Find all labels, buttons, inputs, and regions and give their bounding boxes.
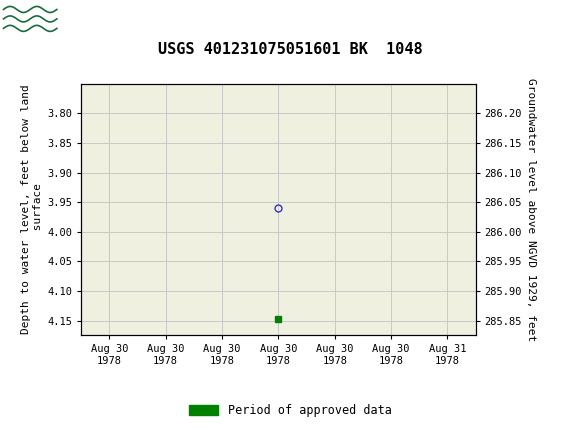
Legend: Period of approved data: Period of approved data <box>184 399 396 422</box>
Text: USGS 401231075051601 BK  1048: USGS 401231075051601 BK 1048 <box>158 42 422 57</box>
Text: USGS: USGS <box>64 9 132 29</box>
Y-axis label: Groundwater level above NGVD 1929, feet: Groundwater level above NGVD 1929, feet <box>526 78 537 341</box>
Y-axis label: Depth to water level, feet below land
 surface: Depth to water level, feet below land su… <box>21 85 43 335</box>
FancyBboxPatch shape <box>3 3 58 34</box>
